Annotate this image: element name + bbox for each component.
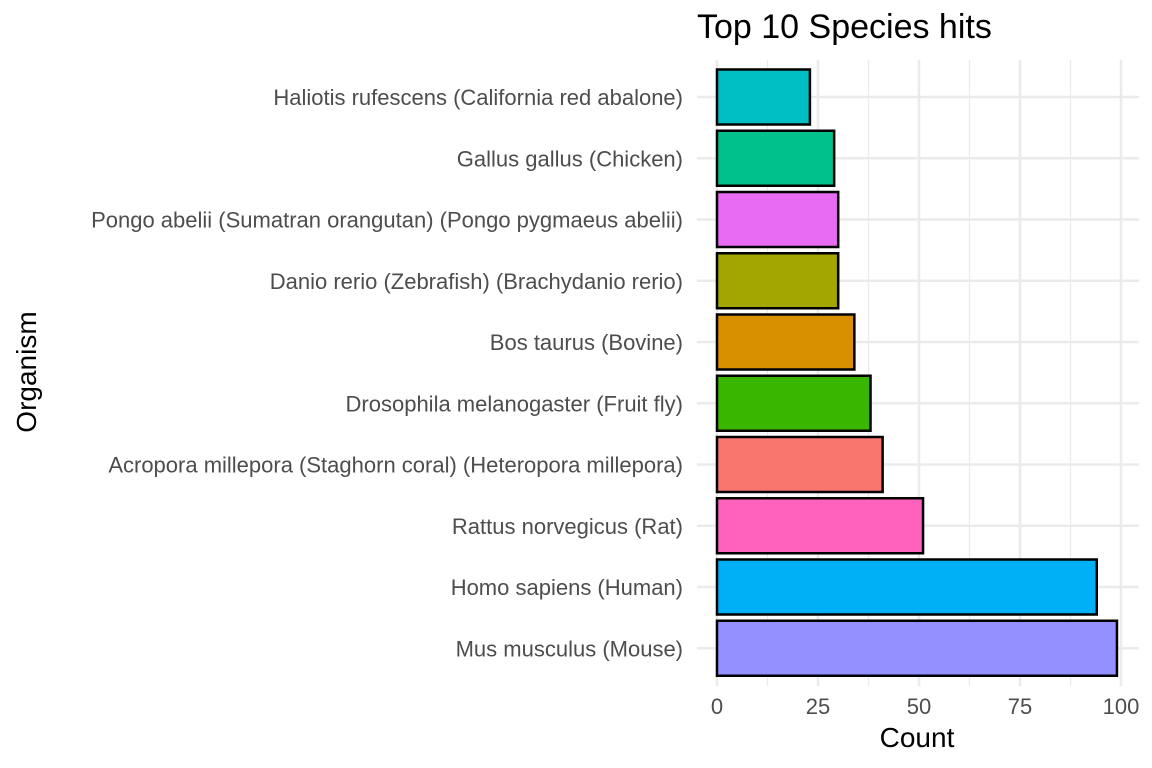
y-tick-label: Mus musculus (Mouse)	[456, 636, 683, 661]
bar	[715, 374, 872, 432]
x-tick-labels: 0 25 50 75 100	[711, 694, 1139, 719]
y-tick-label: Acropora millepora (Staghorn coral) (Het…	[108, 453, 683, 478]
x-tick-label: 50	[907, 694, 931, 719]
y-tick-label: Pongo abelii (Sumatran orangutan) (Pongo…	[91, 208, 683, 233]
x-tick-label: 0	[711, 694, 723, 719]
y-tick-label: Bos taurus (Bovine)	[490, 330, 683, 355]
bar	[715, 129, 836, 187]
y-tick-label: Gallus gallus (Chicken)	[457, 146, 683, 171]
bar	[715, 497, 925, 555]
bar	[715, 313, 856, 371]
x-axis-title: Count	[880, 722, 955, 753]
bar	[715, 619, 1119, 677]
bar	[715, 435, 884, 494]
bars	[715, 68, 1119, 677]
y-axis-title: Organism	[11, 311, 42, 432]
y-tick-labels: Haliotis rufescens (California red abalo…	[91, 85, 683, 661]
bar	[715, 68, 812, 126]
bar	[715, 252, 840, 310]
bar	[715, 190, 840, 249]
y-tick-label: Danio rerio (Zebrafish) (Brachydanio rer…	[270, 269, 683, 294]
y-tick-label: Haliotis rufescens (California red abalo…	[273, 85, 683, 110]
y-tick-label: Drosophila melanogaster (Fruit fly)	[346, 391, 683, 416]
y-tick-label: Rattus norvegicus (Rat)	[452, 514, 683, 539]
y-tick-label: Homo sapiens (Human)	[451, 575, 683, 600]
x-tick-label: 25	[806, 694, 830, 719]
x-tick-label: 100	[1103, 694, 1140, 719]
chart-title: Top 10 Species hits	[697, 8, 992, 46]
bar	[715, 558, 1099, 616]
x-tick-label: 75	[1008, 694, 1032, 719]
